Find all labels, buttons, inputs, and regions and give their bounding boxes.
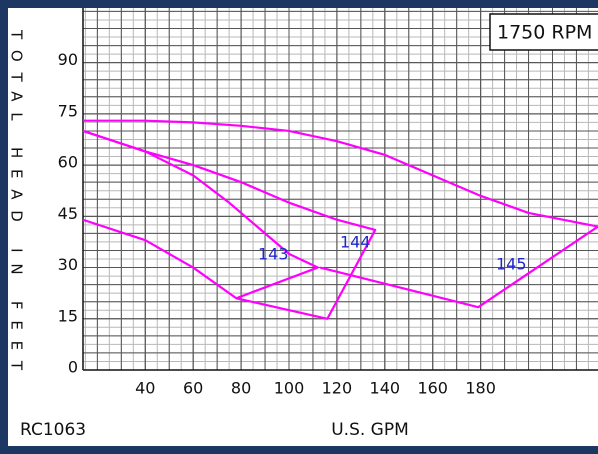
y-tick-label: 75 [58,101,78,120]
x-tick-label: 160 [417,379,448,398]
regions: 143 144 145 [82,119,598,320]
y-tick-label: 15 [58,306,78,325]
region-label: 144 [340,233,371,252]
y-tick-label: 0 [68,358,78,377]
x-tick-label: 100 [274,379,305,398]
chart-title: 1750 RPM [497,22,592,44]
region-boundary [82,129,319,300]
region-label: 145 [496,255,527,274]
y-tick-label: 60 [58,153,78,172]
x-tick-label: 60 [183,379,203,398]
y-tick-label: 30 [58,255,78,274]
rpm-box [489,13,598,51]
x-axis-label: U.S. GPM [331,420,409,440]
model-label: RC1063 [20,420,86,440]
region-label: 143 [258,245,289,264]
x-tick-label: 140 [370,379,401,398]
y-tick-label: 45 [58,204,78,223]
x-tick-label: 180 [465,379,496,398]
region-boundary [82,129,377,320]
x-tick-label: 80 [231,379,251,398]
x-tick-label: 40 [135,379,155,398]
x-tick-label: 120 [322,379,353,398]
region-boundary [83,119,598,309]
y-tick-label: 90 [58,50,78,69]
